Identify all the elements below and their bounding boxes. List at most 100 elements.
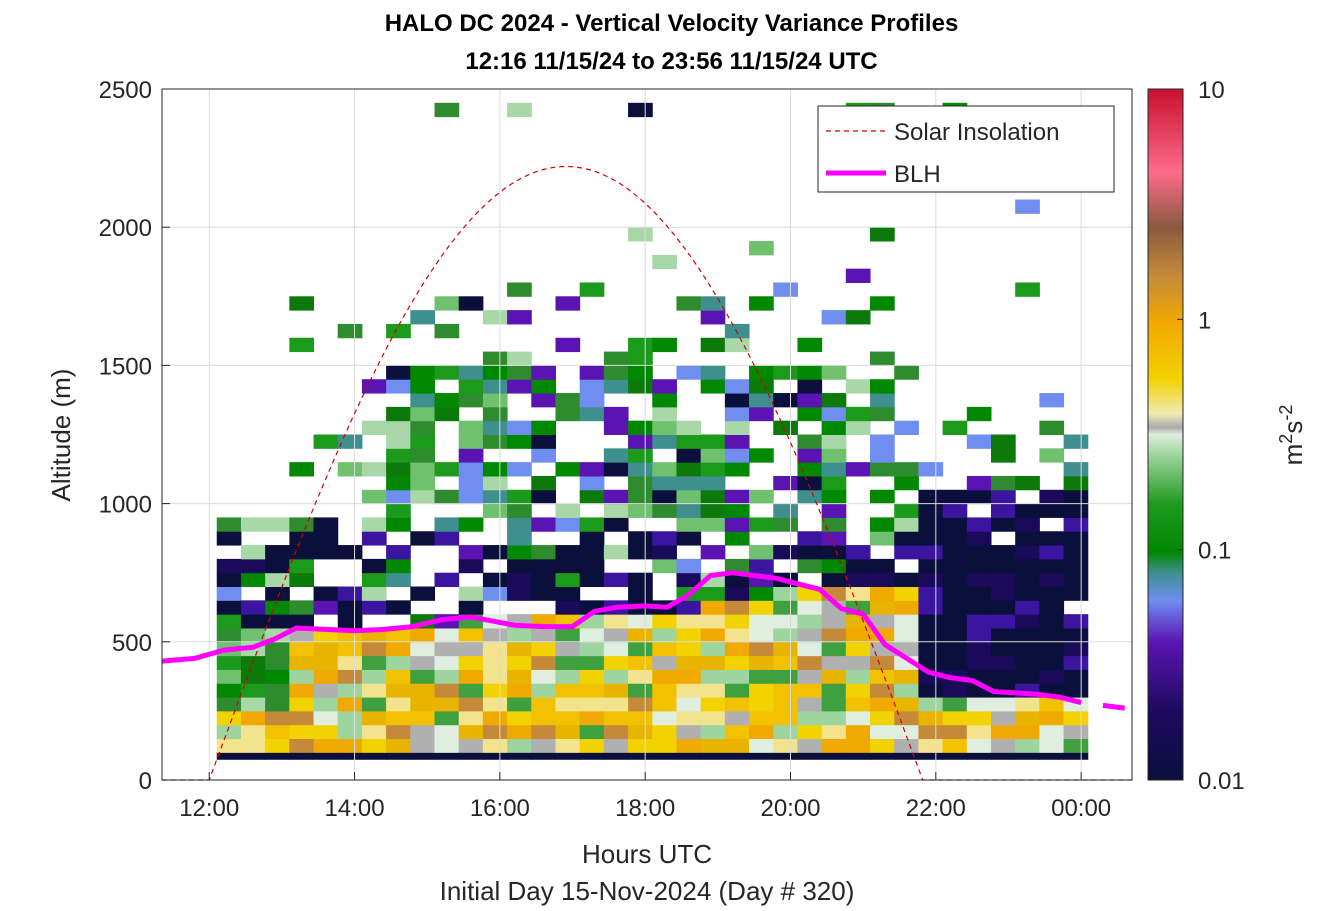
heatmap-cell	[845, 558, 871, 574]
heatmap-cell	[1015, 655, 1040, 670]
heatmap-cell	[918, 586, 944, 601]
heatmap-cell	[628, 379, 653, 394]
heatmap-cell	[942, 531, 968, 546]
heatmap-cell	[1015, 641, 1040, 657]
heatmap-cell	[724, 752, 750, 760]
heatmap-cell	[749, 683, 774, 698]
heatmap-cell	[676, 572, 702, 588]
heatmap-cell	[555, 697, 581, 712]
heatmap-cell	[240, 697, 266, 712]
heatmap-cell	[555, 600, 581, 615]
heatmap-cell	[434, 710, 460, 726]
heatmap-cell	[821, 710, 847, 726]
heatmap-cell	[676, 600, 702, 615]
heatmap-cell	[337, 545, 363, 560]
heatmap-cell	[410, 462, 436, 477]
heatmap-cell	[216, 517, 242, 532]
heatmap-cell	[434, 738, 460, 753]
heatmap-cell	[821, 517, 847, 532]
heatmap-cell	[603, 572, 629, 588]
heatmap-cell	[918, 503, 944, 518]
heatmap-cell	[797, 475, 823, 491]
heatmap-cell	[482, 365, 508, 380]
heatmap-cell	[361, 420, 387, 435]
heatmap-cell	[434, 572, 460, 588]
heatmap-cell	[1015, 475, 1040, 491]
heatmap-cell	[821, 531, 847, 546]
heatmap-cell	[942, 752, 968, 760]
heatmap-cell	[289, 531, 315, 546]
heatmap-cell	[361, 586, 387, 601]
heatmap-cell	[240, 558, 266, 574]
heatmap-cell	[991, 655, 1016, 670]
heatmap-cell	[676, 738, 702, 753]
heatmap-cell	[918, 558, 944, 574]
heatmap-cell	[894, 586, 919, 601]
heatmap-cell	[676, 434, 702, 449]
heatmap-cell	[313, 710, 339, 726]
heatmap-cell	[918, 752, 944, 760]
heatmap-cell	[386, 683, 411, 698]
heatmap-cell	[434, 323, 460, 339]
heatmap-cell	[628, 614, 653, 629]
heatmap-cell	[313, 697, 339, 712]
heatmap-cell	[240, 752, 266, 760]
heatmap-cell	[313, 531, 339, 546]
heatmap-cell	[216, 586, 242, 601]
heatmap-cell	[991, 475, 1016, 491]
heatmap-cell	[652, 655, 677, 670]
x-tick-label: 18:00	[615, 795, 675, 822]
heatmap-cell	[700, 434, 726, 449]
heatmap-cell	[458, 448, 484, 463]
heatmap-cell	[289, 710, 315, 726]
heatmap-cell	[724, 393, 750, 408]
heatmap-cell	[773, 697, 798, 712]
heatmap-cell	[265, 614, 290, 629]
heatmap-cell	[821, 600, 847, 615]
heatmap-cell	[313, 655, 339, 670]
heatmap-cell	[507, 724, 532, 740]
heatmap-cell	[458, 420, 484, 435]
heatmap-cell	[749, 627, 774, 643]
heatmap-cell	[361, 738, 387, 753]
heatmap-cell	[652, 531, 677, 546]
heatmap-cell	[337, 724, 363, 740]
heatmap-cell	[845, 572, 871, 588]
heatmap-cell	[265, 572, 290, 588]
heatmap-cell	[1063, 752, 1089, 760]
heatmap-cell	[991, 669, 1016, 684]
heatmap-cell	[870, 531, 895, 546]
heatmap-cell	[265, 752, 290, 760]
heatmap-cell	[773, 641, 798, 657]
heatmap-cell	[1039, 710, 1065, 726]
heatmap-cell	[700, 683, 726, 698]
heatmap-cell	[845, 268, 871, 283]
heatmap-cell	[531, 655, 556, 670]
heatmap-cell	[531, 420, 556, 435]
heatmap-cell	[361, 724, 387, 740]
heatmap-cell	[724, 655, 750, 670]
heatmap-cell	[579, 475, 605, 491]
heatmap-cell	[966, 627, 992, 643]
heatmap-cell	[507, 586, 532, 601]
heatmap-cell	[507, 572, 532, 588]
heatmap-cell	[942, 738, 968, 753]
heatmap-cell	[821, 697, 847, 712]
heatmap-cell	[410, 655, 436, 670]
heatmap-cell	[918, 545, 944, 560]
heatmap-cell	[507, 517, 532, 532]
heatmap-cell	[603, 351, 629, 366]
heatmap-cell	[361, 641, 387, 657]
x-axis-ticks: 12:00 14:00 16:00 18:00 20:00 22:00 00:00	[179, 772, 1111, 822]
heatmap-cell	[579, 365, 605, 380]
heatmap-cell	[265, 545, 290, 560]
heatmap-cell	[724, 641, 750, 657]
heatmap-cell	[337, 323, 363, 339]
heatmap-cell	[966, 738, 992, 753]
heatmap-cell	[918, 531, 944, 546]
heatmap-cell	[821, 724, 847, 740]
heatmap-cell	[555, 752, 581, 760]
heatmap-cell	[652, 406, 677, 422]
heatmap-cell	[410, 434, 436, 449]
heatmap-cell	[845, 655, 871, 670]
